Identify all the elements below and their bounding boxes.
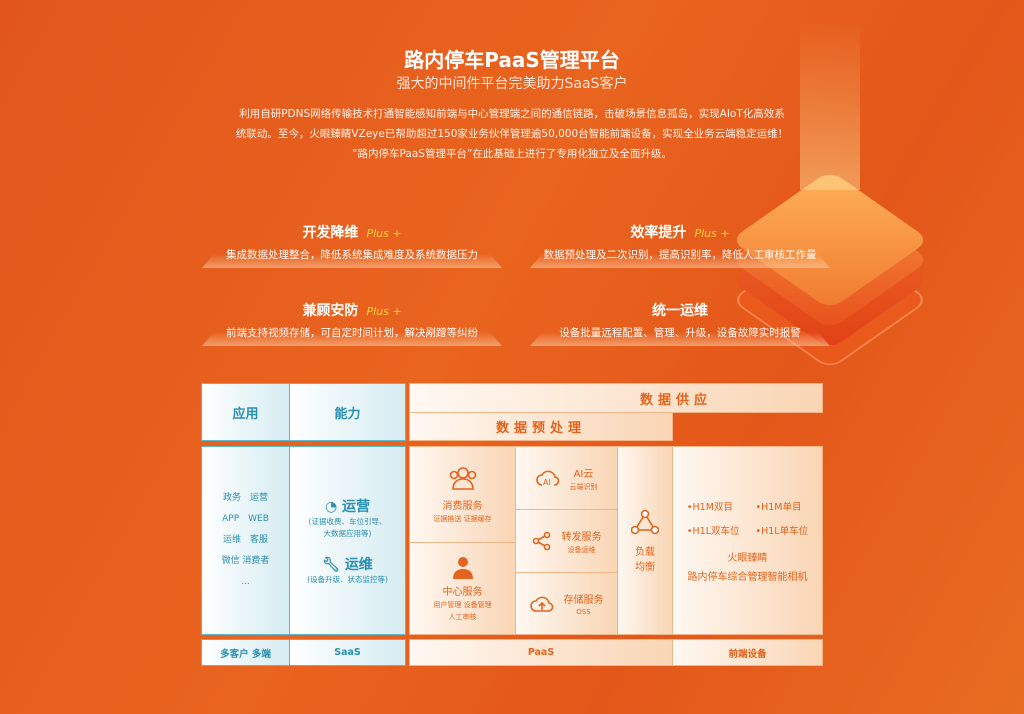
ai-cloud-icon: AI	[535, 470, 559, 487]
device-item: •H1L单车位	[755, 525, 809, 537]
person-icon	[452, 557, 473, 579]
page-subtitle: 强大的中间件平台完美助力SaaS客户	[396, 76, 628, 92]
service-desc: 用户管理 设备管理	[433, 601, 492, 609]
device-brand: 火眼臻睛	[727, 552, 768, 564]
footer-saas: SaaS	[289, 639, 406, 666]
service-title: 均衡	[635, 561, 655, 573]
service-desc: 证据推送 证据缓存	[433, 515, 492, 523]
service-title: 转发服务	[561, 531, 602, 543]
app-item: APP WEB	[222, 514, 269, 524]
front-devices: •H1M双目 •H1M单目 •H1L双车位 •H1L单车位 火眼臻睛 路内停车综…	[672, 446, 823, 635]
service-title: AI云	[573, 468, 594, 480]
feature-ops: 统一运维 设备批量远程配置、管理、升级，设备故障实时报警	[530, 300, 830, 346]
device-name: 路内停车综合管理智能相机	[687, 571, 808, 583]
service-desc: 人工审核	[448, 613, 477, 621]
service-desc: OSS	[576, 608, 591, 616]
pie-chart-icon: ◔	[324, 498, 338, 515]
capability-maintenance: 🔧︎ 运维 (设备升级、状态监控等)	[307, 554, 388, 586]
service-title: 消费服务	[442, 501, 483, 512]
footer-front-devices: 前端设备	[672, 639, 823, 666]
wrench-icon: 🔧︎	[322, 556, 340, 573]
app-item: 微信 消费者	[221, 556, 270, 566]
feature-title: 兼顾安防	[302, 303, 359, 319]
feature-title: 统一运维	[652, 303, 708, 319]
service-desc: 设备运维	[567, 545, 596, 554]
consume-service: 消费服务 证据推送 证据缓存	[409, 446, 516, 543]
capability-operation: ◔ 运营 (证据收费、车位引导、 大数据应用等)	[309, 496, 387, 540]
app-item: ...	[241, 577, 250, 587]
intro-line: 统联动。至今，火眼臻睛VZeye已帮助超过150家业务伙伴管理逾50,000台智…	[235, 128, 789, 140]
intro-line: 利用自研PDNS网络传输技术打通智能感知前端与中心管理端之间的通信链路，击破场景…	[239, 108, 785, 120]
plus-badge: Plus +	[366, 227, 402, 240]
apps-list: 政务 运营 APP WEB 运维 客服 微信 消费者 ...	[201, 446, 290, 635]
intro-paragraph: 利用自研PDNS网络传输技术打通智能感知前端与中心管理端之间的通信链路，击破场景…	[212, 104, 812, 164]
app-header: 应用	[201, 383, 290, 441]
service-title: 存储服务	[563, 595, 604, 606]
platform-illustration	[730, 20, 930, 370]
svg-text:AI: AI	[543, 478, 551, 487]
share-icon	[532, 531, 550, 551]
capability-desc: 大数据应用等)	[323, 528, 372, 538]
capabilities: ◔ 运营 (证据收费、车位引导、 大数据应用等) 🔧︎ 运维 (设备升级、状态监…	[289, 446, 406, 635]
storage-service: 存储服务 OSS	[515, 572, 618, 635]
footer-clients: 多客户 多端	[201, 639, 290, 666]
service-desc: 云端识别	[569, 482, 598, 491]
plus-badge: Plus +	[366, 305, 402, 318]
capability-title: 运营	[342, 498, 371, 515]
ai-cloud-service: AI AI云云端识别	[515, 446, 618, 510]
feature-title: 效率提升	[630, 225, 687, 241]
device-item: •H1M单目	[755, 501, 802, 513]
load-balance: 负载 均衡	[617, 446, 673, 635]
users-icon	[449, 467, 476, 490]
footer-paas: PaaS	[409, 639, 673, 666]
app-item: 运维 客服	[222, 535, 268, 545]
cloud-upload-icon	[529, 596, 553, 612]
device-item: •H1L双车位	[686, 525, 740, 537]
center-service: 中心服务 用户管理 设备管理 人工审核	[409, 542, 516, 635]
device-item: •H1M双目	[686, 501, 733, 513]
app-item: 政务 运营	[222, 493, 268, 503]
capability-title: 运维	[344, 556, 373, 573]
intro-line: “路内停车PaaS管理平台”在此基础上进行了专用化独立及全面升级。	[352, 148, 672, 160]
capability-header: 能力	[289, 383, 406, 441]
feature-title: 开发降维	[302, 225, 359, 241]
service-title: 中心服务	[442, 587, 483, 598]
data-supply-header: 数据供应	[409, 383, 823, 413]
preprocess-header: 数据预处理	[409, 412, 673, 441]
plus-badge: Plus +	[694, 227, 730, 240]
triangle-nodes-icon	[631, 509, 659, 534]
capability-desc: (设备升级、状态监控等)	[307, 574, 388, 584]
service-title: 负载	[635, 546, 655, 558]
capability-desc: (证据收费、车位引导、	[308, 516, 387, 526]
forward-service: 转发服务 设备运维	[515, 509, 618, 573]
page-title: 路内停车PaaS管理平台	[404, 48, 620, 72]
